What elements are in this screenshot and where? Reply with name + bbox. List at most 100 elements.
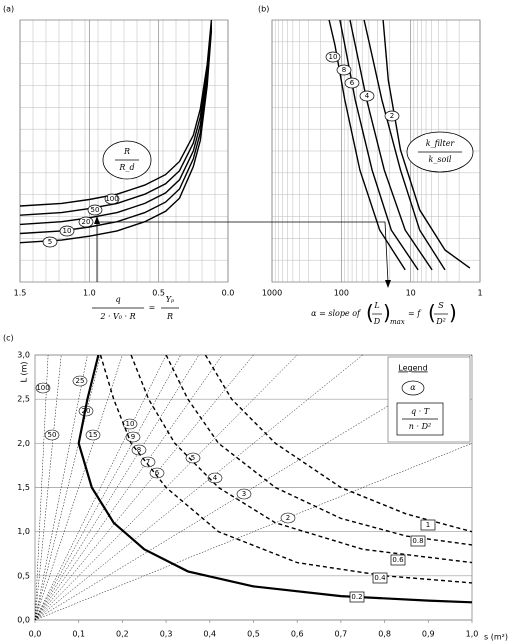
x-tick-label: 0.5 — [152, 289, 165, 298]
plot-frame — [271, 19, 481, 283]
panel-label: (c) — [3, 334, 14, 343]
y-axis-label: L (m) — [20, 361, 29, 382]
x-tick-label: 1.5 — [14, 289, 27, 298]
ray — [34, 354, 88, 621]
x-tick-label: 0,7 — [335, 630, 348, 639]
x-label-rhs-denominator: D² — [435, 317, 446, 326]
series-label-ellipse — [325, 51, 341, 63]
series-label-ellipse — [59, 225, 75, 237]
series-label-box — [390, 554, 406, 566]
series-label: 10 — [63, 227, 72, 235]
x-tick-label: 0,5 — [247, 630, 260, 639]
series-line — [204, 355, 472, 533]
legend-numerator: q · T — [411, 407, 430, 416]
series-label: 0.2 — [351, 593, 362, 601]
y-tick-label: 0,0 — [17, 616, 30, 625]
fraction-denominator: k_soil — [429, 155, 452, 164]
series-label-ellipse — [344, 77, 360, 89]
series-label: 20 — [82, 218, 91, 226]
series-line — [349, 20, 433, 271]
x-label-rhs-numerator: Yₚ — [166, 295, 175, 304]
y-tick-label: 1,0 — [17, 527, 30, 536]
ray-label-ellipse — [185, 452, 201, 464]
ray-label: 10 — [126, 420, 135, 428]
series-line — [20, 27, 213, 235]
x-tick-label: 0,2 — [116, 630, 129, 639]
ray-label-ellipse — [236, 488, 252, 500]
x-tick-label: 0.0 — [222, 289, 235, 298]
series-label-ellipse — [336, 64, 352, 76]
series-label: 2 — [390, 112, 394, 120]
x-axis-label: s (m²) — [484, 633, 508, 642]
ray — [34, 354, 254, 621]
ray — [34, 354, 223, 621]
ray-label-ellipse — [44, 429, 60, 441]
series-label: 8 — [342, 66, 346, 74]
ray-label: 5 — [191, 454, 195, 462]
ray-label: 15 — [89, 431, 98, 439]
panel-label: (b) — [258, 5, 269, 14]
ray-label: 3 — [242, 490, 246, 498]
y-tick-label: 2,5 — [17, 395, 30, 404]
arrow-head — [385, 280, 391, 288]
paren: ( — [366, 301, 374, 325]
ray-label: 25 — [76, 377, 85, 385]
fraction-numerator: R — [123, 147, 130, 156]
legend-symbol-ellipse — [401, 380, 425, 396]
x-tick-label: 1000 — [262, 289, 282, 298]
paren: ) — [383, 301, 391, 325]
series-line — [382, 20, 471, 269]
x-label-numerator: q — [115, 295, 120, 304]
fraction-denominator: R_d — [118, 163, 134, 172]
series-line — [20, 20, 213, 207]
series-label: 6 — [350, 79, 355, 87]
fraction-numerator: k_filter — [426, 139, 456, 148]
series-line — [20, 30, 213, 244]
ray-label-ellipse — [72, 375, 88, 387]
paren: ( — [428, 301, 436, 325]
x-tick-label: 0,1 — [72, 630, 85, 639]
x-label-lead: α = slope of — [311, 309, 362, 318]
series-line — [339, 20, 419, 271]
series-label: 1 — [426, 521, 430, 529]
x-tick-label: 0,4 — [203, 630, 216, 639]
y-tick-label: 3,0 — [17, 351, 30, 360]
ray-label: 6 — [155, 469, 160, 477]
ray-label-ellipse — [35, 382, 51, 394]
series-line — [165, 355, 472, 546]
ray-label: 9 — [131, 433, 135, 441]
x-tick-label: 100 — [334, 289, 349, 298]
ray-label-ellipse — [125, 431, 141, 443]
series-label: 50 — [91, 206, 100, 214]
series-label-ellipse — [384, 110, 400, 122]
series-label: 0.4 — [374, 574, 386, 582]
ray — [34, 354, 49, 621]
series-line — [77, 355, 472, 604]
x-label-denominator: D — [373, 317, 381, 326]
ray-label: 7 — [146, 458, 150, 466]
series-line — [20, 22, 213, 216]
ray-label: 50 — [48, 431, 57, 439]
legend-denominator: n · D² — [409, 422, 431, 431]
ray — [34, 354, 363, 621]
y-tick-label: 0,5 — [17, 571, 30, 580]
ray-label-ellipse — [131, 444, 147, 456]
series-label: 0.8 — [412, 537, 423, 545]
ray-label-ellipse — [280, 512, 296, 524]
ray — [34, 354, 181, 621]
ray — [34, 354, 62, 621]
plot-frame — [19, 19, 229, 283]
ray-label: 8 — [137, 446, 141, 454]
y-tick-label: 1,5 — [17, 483, 30, 492]
x-tick-label: 0,0 — [29, 630, 42, 639]
x-tick-label: 0,8 — [378, 630, 391, 639]
paren: ) — [449, 301, 457, 325]
arrow-head — [94, 216, 100, 224]
x-label-rhs-numerator: S — [438, 301, 444, 310]
ray — [34, 354, 101, 621]
series-label-box — [349, 591, 365, 603]
x-tick-label: 0,6 — [291, 630, 304, 639]
ray — [34, 354, 473, 621]
